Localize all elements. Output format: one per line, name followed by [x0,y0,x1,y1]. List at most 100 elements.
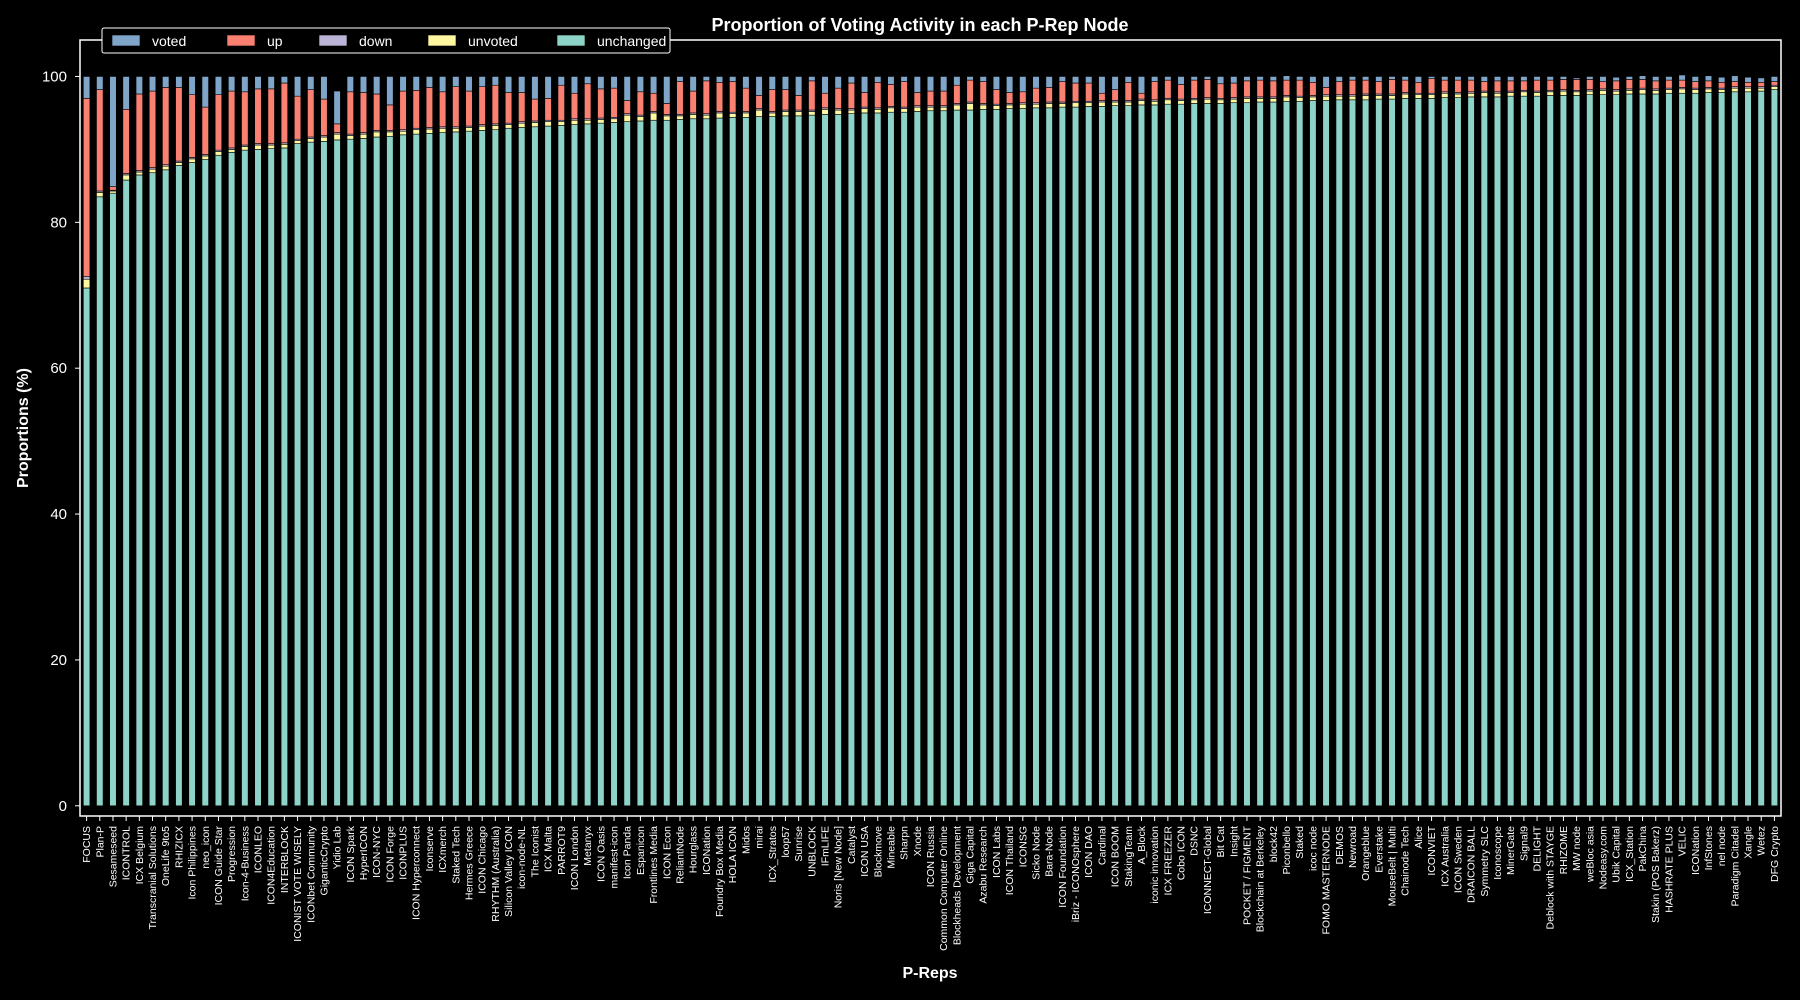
bar-segment-unvoted [1533,92,1541,97]
x-tick-label: Transcranial Solutions [147,826,159,930]
x-tick-label: ICON4Education [266,826,278,905]
x-tick-label: Iconoscope [1492,826,1504,880]
x-tick-label: Xnode [912,826,924,857]
bar-segment-unvoted [504,124,513,129]
x-tick-label: Icon-4-Business [239,826,251,901]
x-tick-label: neo_icon [200,826,212,869]
bar-segment-voted [715,76,724,83]
x-tick-label: RHYTHM (Australia) [490,826,502,922]
bar-segment-unvoted [1480,92,1488,98]
bar-segment-voted [228,76,236,92]
bar-segment-unchanged [1625,93,1633,807]
bar-segment-unvoted [452,127,460,133]
bar-segment-unchanged [1164,103,1172,807]
legend-swatch-unvoted [427,34,457,47]
bar-segment-unchanged [834,114,842,807]
bar-segment-up [175,87,183,162]
x-tick-label: Espanicon [635,826,647,875]
bar-segment-voted [1704,75,1713,82]
legend-swatch-up [226,34,256,47]
bar-segment-voted [953,76,961,86]
bar-segment-up [1757,82,1765,87]
bar-segment-voted [570,76,579,94]
x-tick-label: ICONPLUS [398,826,410,880]
bar-segment-up [1546,79,1554,91]
bar-segment-voted [214,76,223,96]
bar-segment-unchanged [913,111,921,807]
bar-segment-up [96,89,104,192]
bar-segment-voted [452,76,460,87]
bar-segment-voted [254,76,262,90]
bar-segment-unvoted [1744,87,1752,93]
bar-segment-up [241,91,249,146]
bar-segment-voted [1507,76,1515,82]
x-tick-label: ICON London [569,826,581,890]
x-tick-label: ICONSG [1017,826,1029,867]
bar-segment-unvoted [228,149,236,153]
bar-segment-up [715,82,724,112]
bar-segment-up [346,91,354,135]
bar-segment-voted [729,76,737,82]
x-tick-label: Ubik Capital [1611,826,1623,883]
bar-segment-unchanged [96,196,104,807]
bar-segment-unchanged [1085,106,1093,807]
bar-segment-up [109,186,117,191]
bar-segment-unchanged [570,124,579,807]
y-tick-label: 60 [50,360,67,377]
x-tick-label: loop57 [780,826,792,858]
bar-segment-unvoted [1045,103,1053,109]
bar-segment-unvoted [188,158,196,163]
legend-frame [101,27,671,54]
bar-segment-up [1045,87,1053,103]
x-tick-label: DSNC [1189,826,1201,856]
bar-segment-unchanged [491,129,499,807]
x-tick-label: Alice [1413,826,1425,849]
bar-segment-unvoted [1414,94,1422,99]
bar-segment-voted [1718,76,1726,83]
x-tick-label: ICX_Station [1624,826,1636,882]
bar-segment-up [1744,82,1752,87]
x-tick-label: ICON Spark [345,825,357,882]
bar-segment-up [860,92,869,108]
bar-segment-unvoted [201,155,209,160]
bar-segment-unchanged [188,162,196,807]
bar-segment-unvoted [1520,91,1528,97]
bar-segment-up [1085,82,1093,102]
bar-segment-unchanged [900,111,908,807]
bar-segment-up [1599,81,1607,90]
bar-segment-unvoted [1691,89,1699,94]
x-tick-label: ICON Sweden [1452,826,1464,893]
bar-segment-up [1098,92,1106,101]
bar-segment-voted [439,76,447,93]
bar-segment-unchanged [1507,95,1515,807]
bar-segment-up [676,81,684,115]
bar-segment-voted [373,76,381,95]
bar-segment-up [887,84,895,107]
bar-segment-voted [887,76,895,85]
bar-segment-unvoted [544,121,552,127]
bar-segment-up [1164,79,1172,99]
bar-segment-up [1322,87,1330,96]
bar-segment-voted [544,76,552,99]
bar-segment-up [1006,92,1014,104]
x-tick-label: MouseBelt | Multi [1387,826,1399,906]
bar-segment-unvoted [491,125,499,131]
bar-segment-voted [966,76,974,81]
x-tick-label: Common Computer Online [938,826,950,951]
bar-segment-up [452,86,460,128]
x-tick-label: Hermes Greece [463,826,475,900]
bar-segment-voted [795,76,803,96]
bar-segment-up [83,98,91,277]
legend-label-unvoted: unvoted [468,33,518,49]
bar-segment-unchanged [1006,108,1014,807]
bar-segment-voted [148,76,157,92]
bar-segment-up [122,108,130,174]
bar-segment-voted [1401,76,1409,81]
bar-segment-up [320,98,328,136]
bar-segment-voted [518,76,526,93]
bar-segment-up [1441,79,1449,93]
bar-segment-up [307,89,315,138]
x-tick-label: DFG Crypto [1769,826,1781,882]
bar-segment-unchanged [940,110,948,807]
x-tick-label: DELIGHT [1532,825,1544,871]
